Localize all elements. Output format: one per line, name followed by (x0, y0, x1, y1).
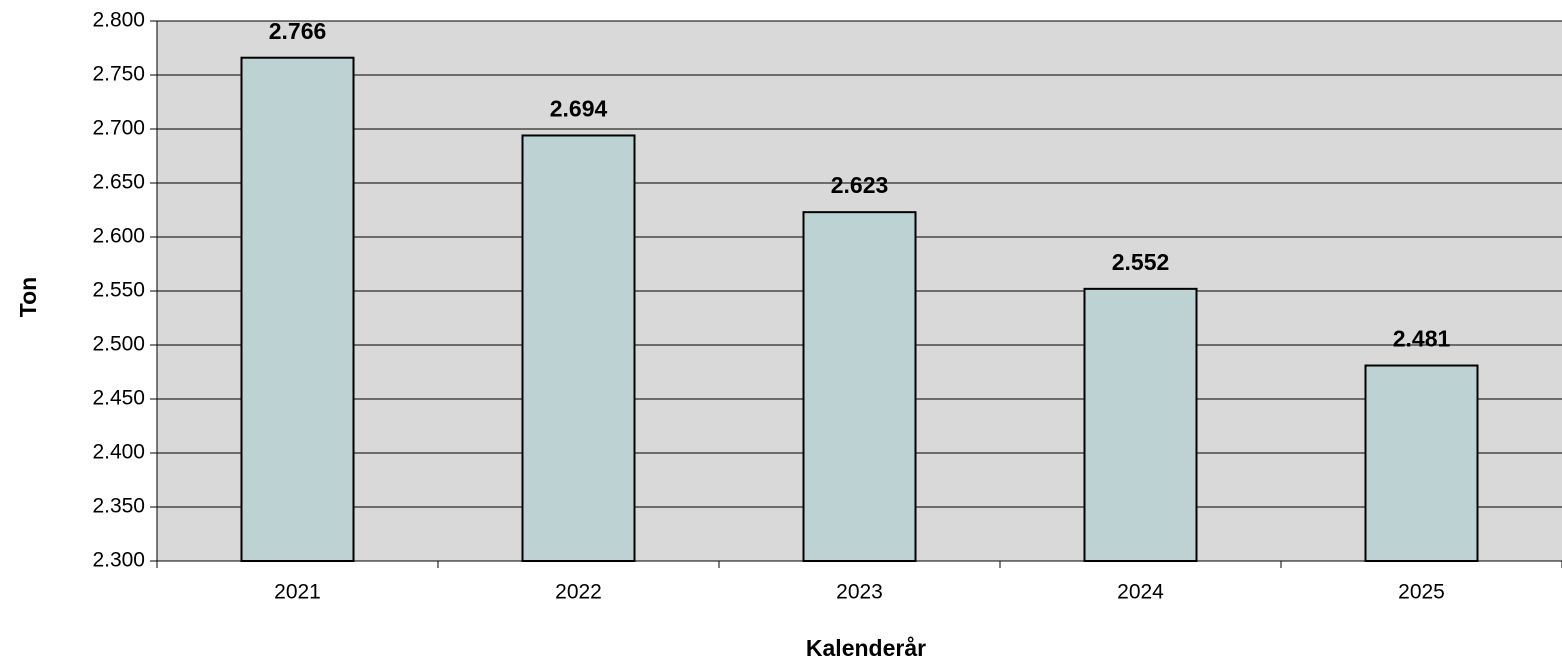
x-tick-label: 2024 (1117, 581, 1164, 604)
bar (1364, 364, 1479, 562)
bar (240, 56, 355, 562)
x-axis-title: Kalenderår (806, 635, 926, 661)
bar (521, 134, 636, 562)
y-tick-label: 2.300 (92, 549, 145, 572)
x-tick-label: 2022 (555, 581, 602, 604)
x-tick-label: 2025 (1398, 581, 1445, 604)
y-tick-label: 2.550 (92, 279, 145, 302)
data-label: 2.766 (269, 18, 327, 44)
y-tick-label: 2.450 (92, 387, 145, 410)
x-tick-label: 2021 (274, 581, 321, 604)
data-label: 2.552 (1112, 249, 1170, 275)
x-tick-label: 2023 (836, 581, 883, 604)
data-label: 2.481 (1393, 326, 1451, 352)
data-label: 2.694 (550, 96, 608, 122)
y-tick-label: 2.700 (92, 117, 145, 140)
y-tick-label: 2.650 (92, 171, 145, 194)
y-tick-label: 2.500 (92, 333, 145, 356)
y-tick-label: 2.750 (92, 63, 145, 86)
bar (1083, 287, 1198, 562)
y-tick-label: 2.800 (92, 9, 145, 32)
y-tick-label: 2.600 (92, 225, 145, 248)
data-label: 2.623 (831, 172, 889, 198)
y-tick-label: 2.350 (92, 495, 145, 518)
y-axis-title: Ton (15, 277, 41, 317)
y-tick-label: 2.400 (92, 441, 145, 464)
bar (802, 211, 917, 562)
